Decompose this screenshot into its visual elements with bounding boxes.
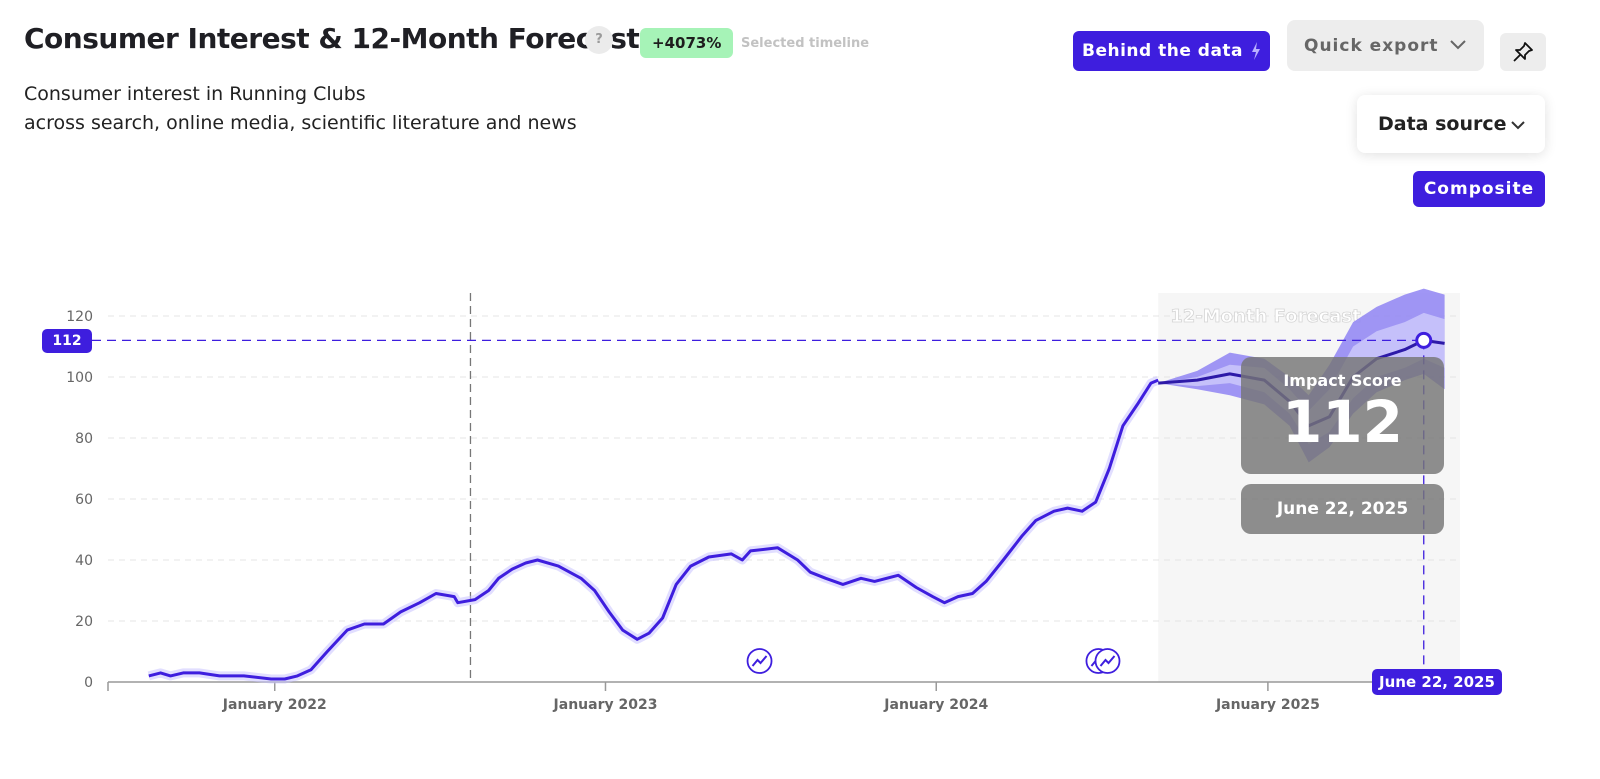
chevron-down-icon [1450,40,1466,50]
event-marker-trend [1099,655,1116,667]
data-source-dropdown[interactable]: Data source [1357,95,1545,153]
page-title: Consumer Interest & 12-Month Forecast [24,22,640,55]
x-axis-highlight-label: June 22, 2025 [1372,669,1502,695]
y-tick-label: 40 [75,553,93,569]
behind-the-data-button[interactable]: Behind the data [1073,31,1270,71]
forecast-label: 12-Month Forecast [1170,306,1361,327]
composite-button[interactable]: Composite [1413,171,1545,207]
forecast-band-inner [1158,312,1445,445]
data-source-label: Data source [1378,113,1507,135]
y-tick-label: 120 [66,309,93,325]
history-line-glow [147,375,1160,684]
y-tick-label: 20 [75,614,93,630]
y-tick-label: 80 [75,431,93,447]
subtitle: Consumer interest in Running Clubs acros… [24,80,577,138]
help-icon[interactable]: ? [585,26,613,54]
subtitle-line-2: across search, online media, scientific … [24,112,577,134]
history-line [148,378,1159,681]
pin-icon [1513,42,1533,62]
y-tick-label: 60 [75,492,93,508]
tooltip-date: June 22, 2025 [1241,484,1444,534]
impact-score-value: 112 [1281,388,1404,456]
x-tick-label: January 2025 [1215,697,1320,713]
x-tick-label: January 2023 [553,697,658,713]
behind-the-data-label: Behind the data [1081,41,1244,61]
lightning-icon [1252,42,1261,60]
subtitle-line-1: Consumer interest in Running Clubs [24,83,366,105]
quick-export-button[interactable]: Quick export [1287,20,1484,71]
impact-score-tooltip: Impact Score 112 [1241,357,1444,474]
x-tick-label: January 2024 [883,697,988,713]
y-axis-highlight-label: 112 [42,329,92,353]
chevron-down-icon [1511,121,1525,130]
impact-score-label: Impact Score [1283,371,1402,390]
timeline-label: Selected timeline [741,36,870,51]
x-tick-label: January 2022 [222,697,327,713]
y-tick-label: 100 [66,370,93,386]
y-tick-label: 0 [84,675,93,691]
event-marker-trend [751,655,768,667]
pin-button[interactable] [1500,33,1546,71]
forecast-band-outer [1158,288,1445,463]
quick-export-label: Quick export [1304,35,1439,56]
change-badge: +4073% [640,28,734,58]
highlight-point [1415,331,1433,349]
